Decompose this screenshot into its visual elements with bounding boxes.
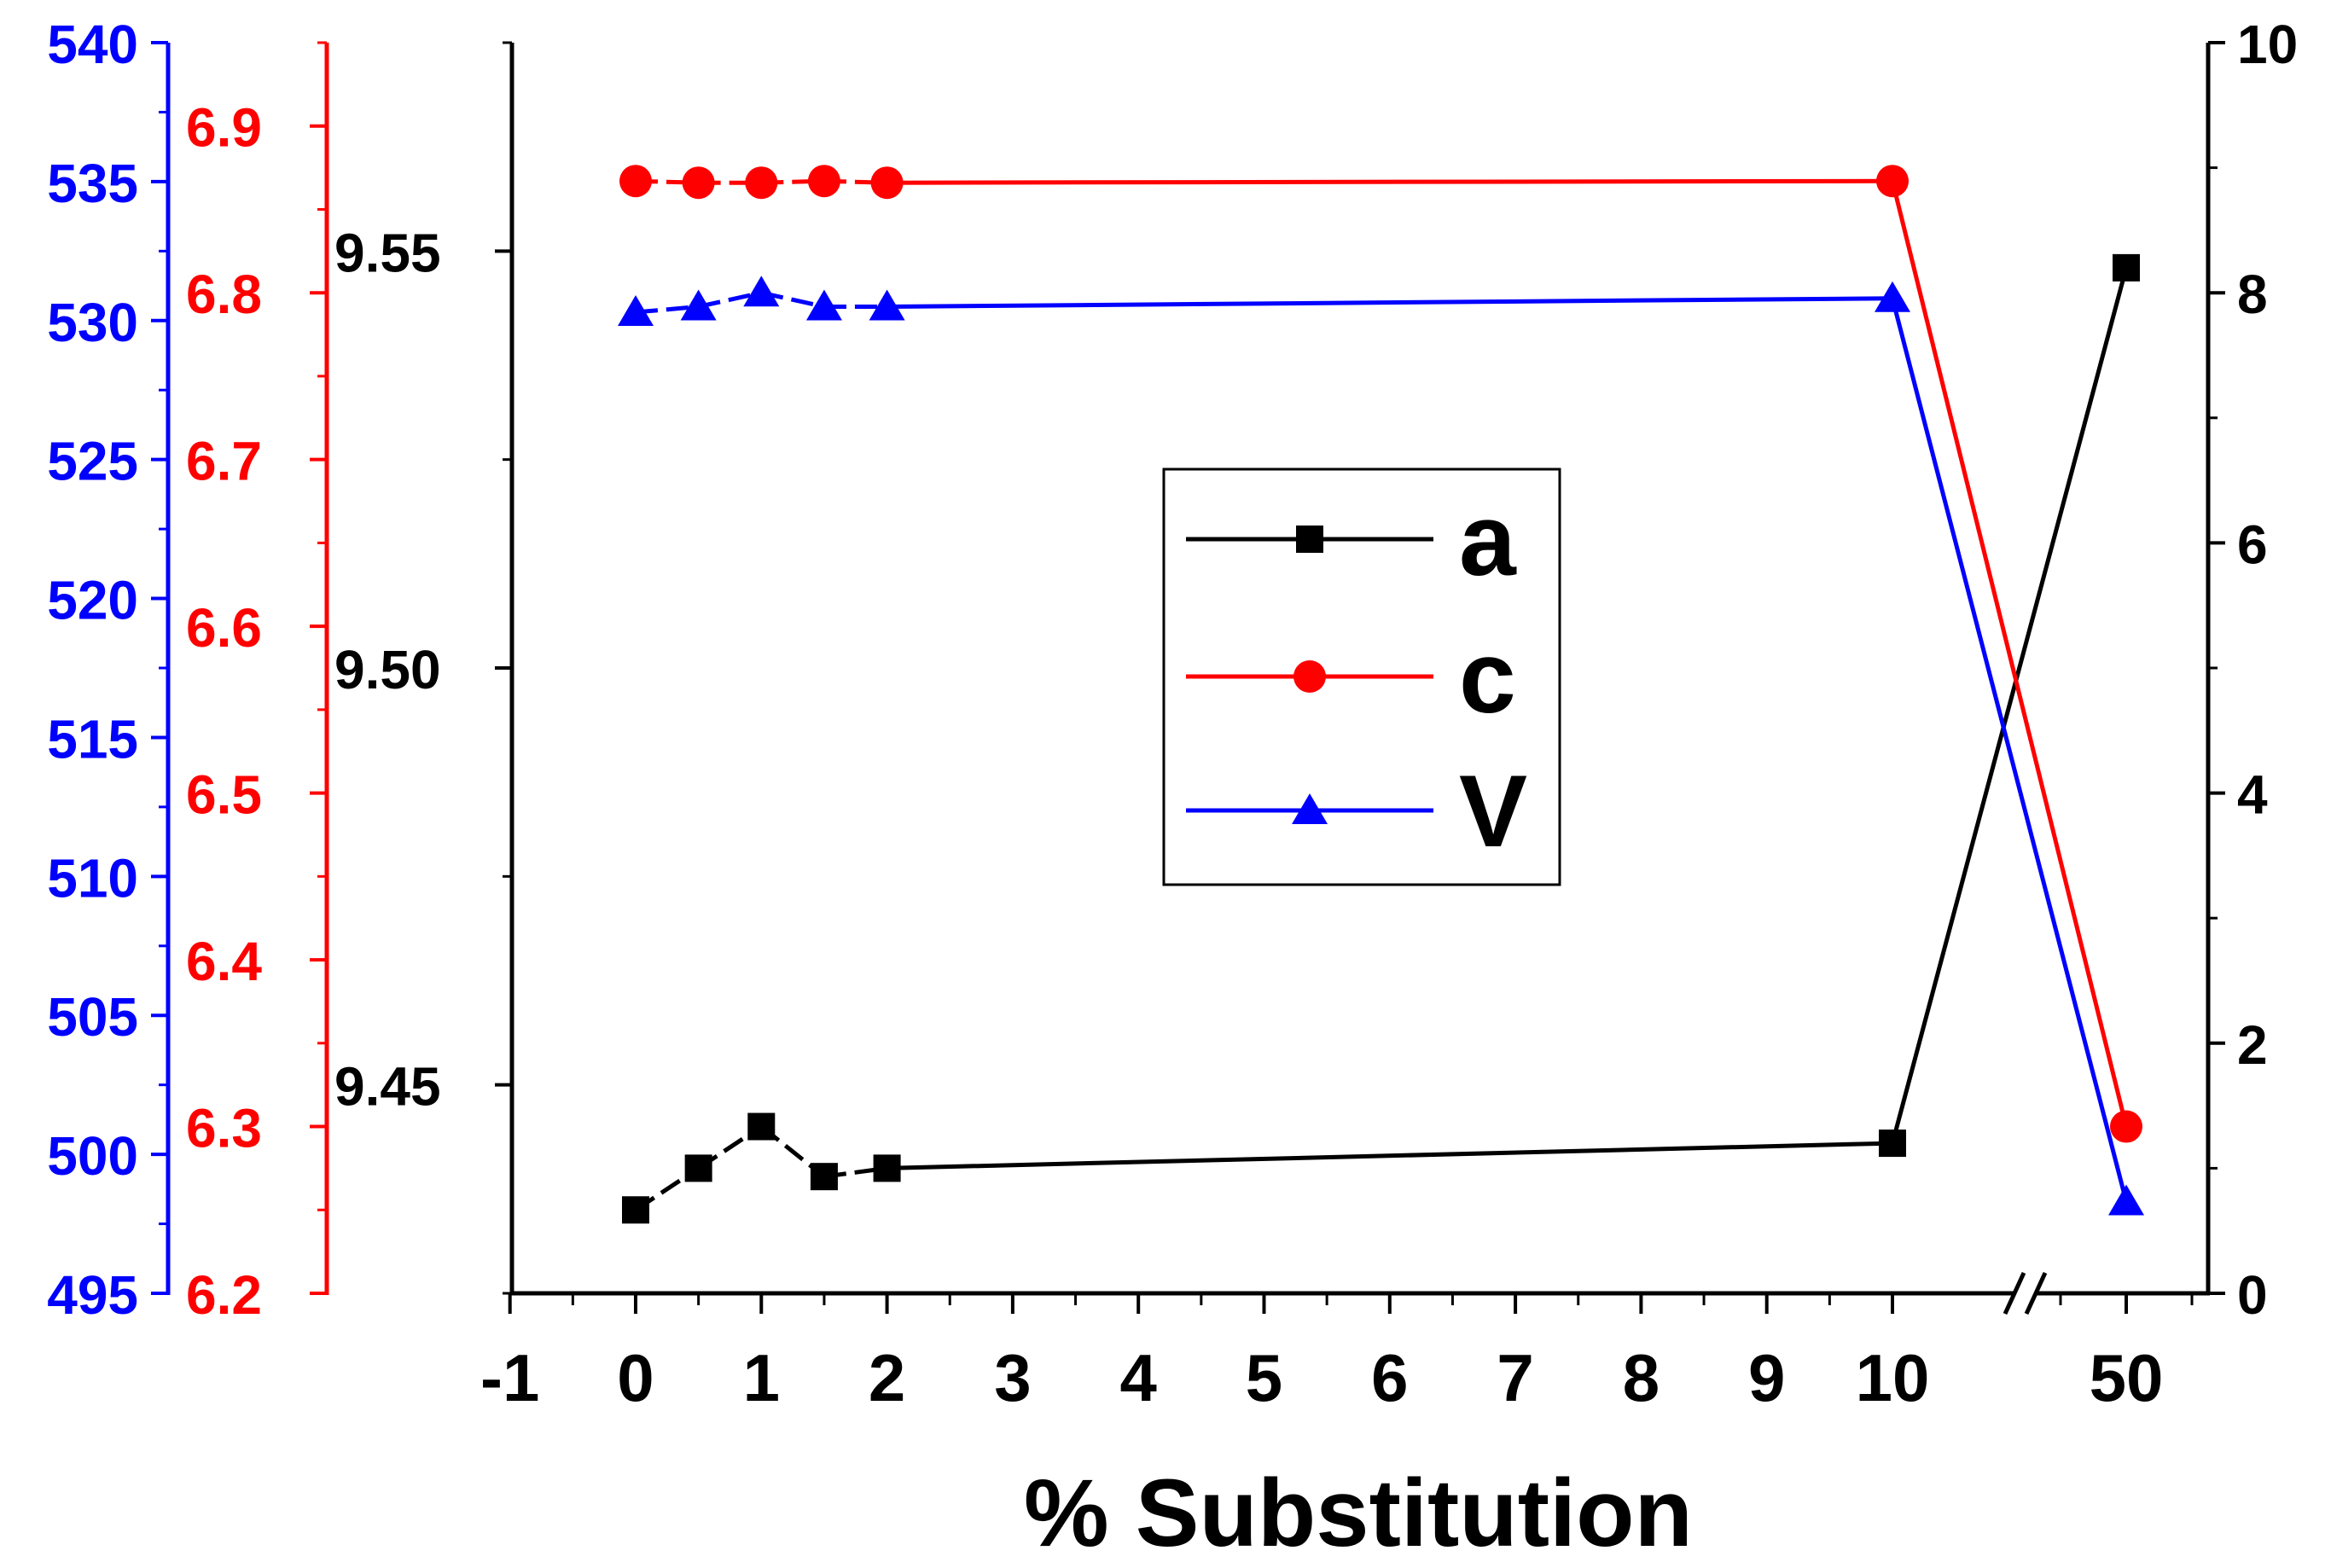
series-line-segment [886,1141,1893,1170]
legend-label: a [1459,483,1517,597]
y-tick-label: 9.50 [334,639,441,700]
axis-break-mark [2003,1271,2026,1315]
x-tick-label: 9 [1748,1340,1785,1415]
y-tick-label: 510 [47,847,138,909]
y-tick-label: 9.55 [334,222,441,283]
legend: acV [1162,467,1561,886]
y-tick-label: 500 [47,1125,138,1187]
data-point [1876,165,1909,198]
series-line-segment [886,296,1893,309]
data-point [622,1196,649,1224]
legend-marker [1296,526,1323,553]
data-point [618,295,654,327]
axis-x-ticks: -1 0 1 2 3 4 5 6 7 8 9 10 50 [480,1293,2194,1415]
data-point [680,289,717,321]
series-a [622,253,2140,1224]
x-tick-label: 1 [743,1340,780,1415]
x-tick-label: 4 [1120,1340,1157,1415]
axis-right-ticks: 0 2 4 6 8 10 [2208,14,2298,1326]
data-point [1879,1130,1906,1158]
series-line-segment [698,290,762,309]
data-point [810,1163,838,1191]
data-point [619,165,652,198]
y-tick-label: 6.9 [186,97,262,159]
series-c [619,165,2142,1143]
data-point [743,276,780,307]
y-tick-label: 4 [2237,764,2268,826]
axis-left-middle-ticks: 6.2 6.3 6.4 6.5 6.6 6.7 6.8 6.9 [186,41,327,1326]
legend-marker [1293,660,1326,693]
y-tick-label: 10 [2237,14,2298,75]
series-line-segment [886,178,1893,185]
data-point [745,166,778,200]
y-tick-label: 530 [47,292,138,353]
legend-entry-a: a [1186,483,1517,597]
data-point [684,1154,712,1182]
x-tick-label: 0 [617,1340,654,1415]
x-axis-label: % Substitution [1024,1460,1693,1566]
legend-label: V [1459,754,1527,868]
x-tick-label: 5 [1246,1340,1282,1415]
x-tick-label: 8 [1623,1340,1660,1415]
axis-left-inner-ticks: 9.45 9.50 9.55 [334,41,512,1295]
data-point [873,1154,901,1182]
y-tick-label: 8 [2237,264,2268,325]
axis-left-outer: 495 500 505 510 515 520 525 530 535 540 [47,14,171,1326]
data-point [870,166,904,200]
x-tick-label: 2 [869,1340,905,1415]
x-tick-label: 7 [1497,1340,1533,1415]
x-tick-label: 10 [1856,1340,1930,1415]
series-layer [618,165,2144,1224]
y-tick-label: 520 [47,570,138,631]
x-tick-label: 6 [1371,1340,1408,1415]
y-tick-label: 535 [47,153,138,214]
y-tick-label: 525 [47,431,138,492]
data-point [2113,253,2140,282]
axis-break-mark [2024,1271,2048,1315]
series-line-segment [1890,180,2129,1128]
series-V [618,276,2144,1216]
axis-left-inner: 9.45 9.50 9.55 [334,41,514,1295]
y-tick-label: 6.7 [186,431,262,492]
data-point [747,1112,776,1141]
data-point [869,289,905,321]
axis-x: -1 0 1 2 3 4 5 6 7 8 9 10 50 % Substitution [480,1271,2210,1566]
y-tick-label: 6.2 [186,1264,262,1326]
x-tick-label: 3 [994,1340,1031,1415]
y-tick-label: 6 [2237,514,2268,575]
legend-entry-V: V [1186,754,1527,868]
series-line-segment [1890,267,2129,1144]
data-point [805,289,842,321]
data-point [1875,281,1910,312]
y-tick-label: 6.4 [186,931,262,992]
y-tick-label: 540 [47,14,138,75]
axis-left-middle: 6.2 6.3 6.4 6.5 6.6 6.7 6.8 6.9 [186,41,329,1326]
y-tick-label: 515 [47,708,138,769]
y-tick-label: 2 [2237,1014,2268,1076]
y-tick-label: 6.6 [186,597,262,659]
legend-entries: acV [1186,483,1527,868]
y-tick-label: 6.5 [186,764,262,826]
y-tick-label: 495 [47,1264,138,1326]
legend-entry-c: c [1186,620,1516,735]
x-tick-label: -1 [480,1340,539,1415]
x-tick-label: 50 [2090,1340,2164,1415]
y-tick-label: 9.45 [334,1056,441,1118]
y-tick-label: 6.3 [186,1098,262,1159]
data-point [2110,1110,2142,1143]
axis-right: 0 2 4 6 8 10 [2206,14,2298,1326]
y-tick-label: 0 [2237,1264,2268,1326]
y-tick-label: 6.8 [186,264,262,325]
y-tick-label: 505 [47,986,138,1048]
data-point [2108,1184,2144,1216]
legend-label: c [1459,620,1516,735]
data-point [682,166,715,200]
series-line-segment [1890,298,2129,1203]
axis-left-outer-ticks: 495 500 505 510 515 520 525 530 535 540 [47,14,168,1326]
data-point [807,165,840,198]
legend-marker [1292,793,1328,824]
